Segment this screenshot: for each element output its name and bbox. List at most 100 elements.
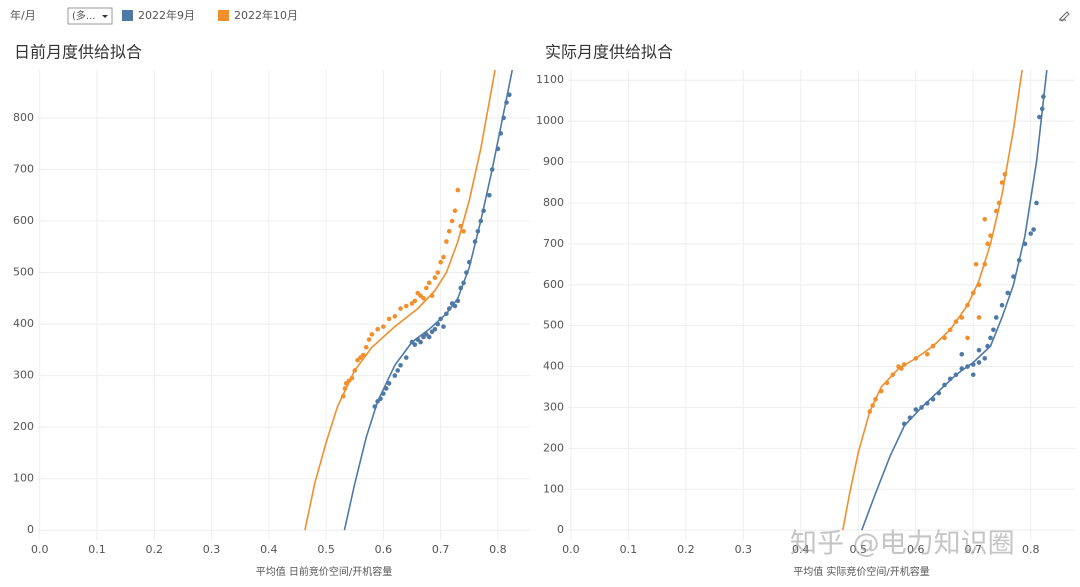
x-tick-label: 0.2 — [146, 543, 164, 556]
data-point — [444, 239, 449, 244]
x-tick-label: 0.8 — [1022, 543, 1040, 556]
data-point — [438, 259, 443, 265]
data-point — [913, 356, 919, 361]
data-point — [942, 382, 947, 388]
x-tick-label: 0.1 — [88, 543, 106, 556]
filter-value[interactable]: (多... — [72, 9, 95, 22]
data-point — [924, 401, 930, 406]
data-point — [398, 306, 403, 311]
data-point — [901, 421, 907, 427]
y-tick-label: 600 — [13, 214, 34, 227]
data-point — [1034, 200, 1039, 206]
data-point — [446, 229, 452, 234]
y-tick-label: 500 — [543, 319, 564, 332]
chart-title: 日前月度供给拟合 — [14, 43, 142, 62]
data-point — [455, 187, 461, 193]
x-tick-label: 0.4 — [792, 543, 810, 556]
y-tick-label: 300 — [13, 369, 34, 382]
data-point — [366, 337, 372, 342]
data-point — [441, 254, 446, 260]
y-tick-label: 800 — [13, 111, 34, 124]
x-tick-label: 0.0 — [562, 543, 580, 556]
data-point — [455, 298, 461, 304]
data-point — [988, 335, 993, 341]
data-point — [873, 396, 878, 402]
data-point — [870, 403, 875, 408]
data-point — [965, 335, 970, 341]
data-point — [919, 405, 924, 410]
data-point — [432, 326, 438, 332]
data-point — [930, 396, 936, 402]
data-point — [438, 316, 443, 322]
data-point — [970, 372, 976, 378]
data-point — [412, 298, 418, 304]
data-point — [970, 290, 976, 296]
data-point — [458, 285, 463, 291]
data-point — [403, 355, 409, 360]
legend-swatch — [122, 10, 133, 21]
data-point — [936, 390, 942, 396]
x-tick-label: 0.7 — [965, 543, 983, 556]
data-point — [1002, 172, 1008, 177]
dropdown-arrow — [102, 15, 108, 18]
y-tick-label: 300 — [543, 400, 564, 413]
data-point — [982, 261, 988, 267]
data-point — [976, 282, 982, 288]
x-tick-label: 0.6 — [375, 543, 393, 556]
data-point — [386, 316, 392, 322]
data-point — [965, 364, 970, 369]
data-point — [959, 315, 965, 320]
data-point — [924, 351, 930, 357]
x-tick-label: 0.5 — [850, 543, 868, 556]
data-point — [363, 344, 369, 350]
data-point — [381, 391, 386, 396]
data-point — [435, 270, 441, 275]
data-point — [982, 217, 988, 222]
data-point — [976, 315, 982, 320]
data-point — [381, 324, 386, 329]
data-point — [429, 293, 435, 299]
legend-swatch — [218, 10, 229, 21]
x-tick-label: 0.2 — [677, 543, 695, 556]
data-point — [985, 343, 990, 349]
x-axis-title: 平均值 实际竞价空间/开机容量 — [793, 565, 930, 578]
data-point — [996, 200, 1002, 206]
data-point — [976, 347, 982, 353]
data-point — [899, 366, 904, 371]
x-axis-title: 平均值 日前竞价空间/开机容量 — [256, 565, 393, 578]
y-tick-label: 600 — [543, 278, 564, 291]
y-tick-label: 500 — [13, 266, 34, 279]
data-point — [953, 319, 959, 324]
data-point — [489, 167, 495, 172]
data-point — [947, 376, 953, 382]
x-tick-label: 0.7 — [432, 543, 450, 556]
data-point — [466, 259, 472, 265]
data-point — [458, 223, 463, 229]
data-point — [392, 314, 398, 319]
data-point — [965, 302, 970, 308]
data-point — [446, 306, 452, 311]
data-point — [1041, 94, 1046, 99]
edit-icon[interactable] — [1059, 11, 1070, 22]
data-point — [890, 372, 896, 378]
data-point — [352, 368, 358, 373]
y-tick-label: 100 — [543, 482, 564, 495]
data-point — [1037, 114, 1042, 120]
filter-dropdown[interactable] — [67, 7, 113, 25]
data-point — [1016, 257, 1022, 263]
legend-label: 2022年9月 — [138, 8, 195, 22]
data-point — [472, 239, 478, 244]
data-point — [426, 280, 432, 286]
data-point — [340, 393, 346, 399]
data-point — [481, 208, 486, 213]
x-tick-label: 0.3 — [203, 543, 221, 556]
y-tick-label: 700 — [13, 162, 34, 175]
y-tick-label: 900 — [543, 155, 564, 168]
data-point — [959, 351, 965, 357]
y-tick-label: 0 — [557, 523, 564, 536]
y-tick-label: 1000 — [536, 114, 564, 127]
data-point — [461, 229, 466, 234]
data-point — [1005, 290, 1011, 296]
data-point — [392, 373, 398, 378]
